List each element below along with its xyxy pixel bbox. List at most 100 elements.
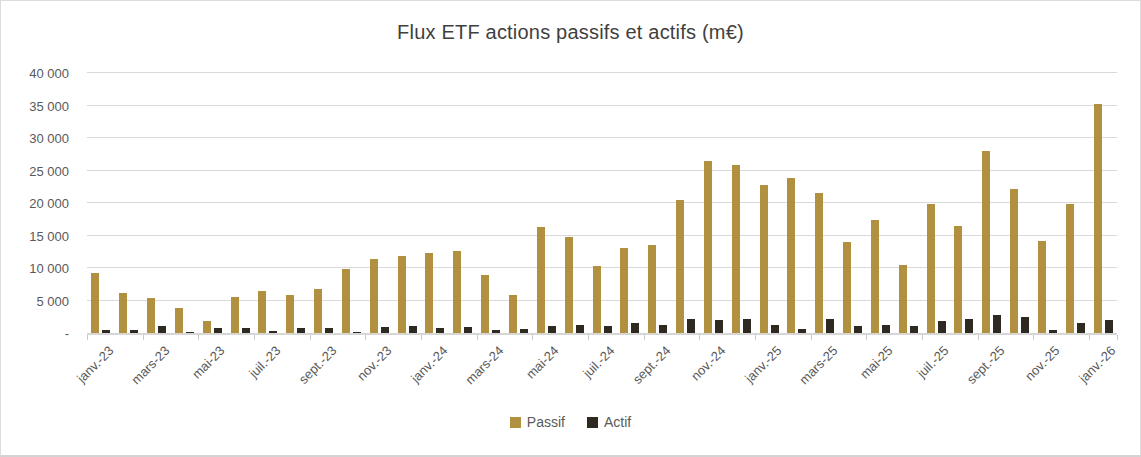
chart-legend: Passif Actif (1, 414, 1140, 430)
bar-passif (258, 291, 266, 333)
bar-passif (314, 289, 322, 333)
bar-passif (704, 161, 712, 333)
x-axis-tick (87, 335, 88, 340)
bar-passif (732, 165, 740, 333)
bar-passif (147, 298, 155, 333)
x-axis-tick (811, 335, 812, 340)
bar-group (843, 242, 862, 333)
x-axis-tick (755, 335, 756, 340)
bar-group (787, 178, 806, 333)
bar-group (704, 161, 723, 333)
x-axis-tick (699, 335, 700, 340)
y-gridline (87, 170, 1117, 171)
y-axis-tick-label: 30 000 (1, 131, 69, 146)
bar-actif (993, 315, 1001, 333)
bar-passif (425, 253, 433, 333)
bar-actif (715, 320, 723, 333)
bar-passif (676, 200, 684, 333)
bar-actif (548, 326, 556, 333)
legend-label-actif: Actif (604, 414, 631, 430)
bar-passif (175, 308, 183, 333)
bar-passif (1094, 104, 1102, 333)
bar-passif (342, 269, 350, 333)
bar-passif (648, 245, 656, 333)
bar-group (648, 245, 667, 333)
bar-actif (854, 326, 862, 333)
bar-passif (203, 321, 211, 333)
bar-group (231, 297, 250, 333)
bar-group (620, 248, 639, 333)
bar-passif (370, 259, 378, 333)
legend-item-passif: Passif (510, 414, 565, 430)
y-axis-tick-label: - (1, 326, 69, 341)
bar-passif (481, 275, 489, 333)
bar-group (593, 266, 612, 333)
bar-actif (771, 325, 779, 333)
bar-group (203, 321, 222, 333)
y-axis-tick-label: 10 000 (1, 261, 69, 276)
bar-group (175, 308, 194, 333)
bar-actif (1077, 323, 1085, 333)
x-axis-tick (421, 335, 422, 340)
y-gridline (87, 137, 1117, 138)
bar-group (91, 273, 110, 333)
chart-canvas: Flux ETF actions passifs et actifs (m€) … (0, 0, 1141, 457)
y-axis-tick-label: 5 000 (1, 293, 69, 308)
bar-passif (899, 265, 907, 333)
legend-swatch-passif-icon (510, 417, 521, 428)
bar-passif (119, 293, 127, 333)
bar-passif (537, 227, 545, 333)
legend-swatch-actif-icon (587, 417, 598, 428)
bar-passif (927, 204, 935, 333)
bar-group (258, 291, 277, 333)
bar-group (1094, 104, 1113, 333)
y-axis-tick-label: 35 000 (1, 98, 69, 113)
bar-passif (509, 295, 517, 333)
x-axis-tick (1033, 335, 1034, 340)
bar-actif (1021, 317, 1029, 333)
bar-group (1038, 241, 1057, 333)
plot-area (87, 73, 1117, 333)
x-axis-tick (143, 335, 144, 340)
bar-actif (910, 326, 918, 333)
y-axis-tick-label: 25 000 (1, 163, 69, 178)
bar-group (871, 220, 890, 333)
bar-group (453, 251, 472, 333)
x-axis-tick (588, 335, 589, 340)
bar-group (565, 237, 584, 333)
bar-group (815, 193, 834, 333)
bar-group (732, 165, 751, 333)
bar-group (398, 256, 417, 333)
bar-actif (1105, 320, 1113, 333)
bar-actif (687, 319, 695, 333)
chart-title: Flux ETF actions passifs et actifs (m€) (1, 21, 1140, 44)
x-axis-tick (1117, 335, 1118, 340)
x-axis-tick (198, 335, 199, 340)
x-axis-tick (922, 335, 923, 340)
bar-passif (871, 220, 879, 333)
bar-actif (938, 321, 946, 333)
legend-label-passif: Passif (527, 414, 565, 430)
bar-group (370, 259, 389, 333)
bar-passif (593, 266, 601, 333)
bar-actif (158, 326, 166, 333)
bar-passif (91, 273, 99, 333)
bar-passif (620, 248, 628, 333)
legend-item-actif: Actif (587, 414, 631, 430)
x-axis-tick (310, 335, 311, 340)
bar-passif (1066, 204, 1074, 333)
bar-passif (954, 226, 962, 333)
bar-passif (982, 151, 990, 333)
bar-passif (453, 251, 461, 333)
x-axis-tick (978, 335, 979, 340)
bar-passif (787, 178, 795, 333)
x-axis-tick (1089, 335, 1090, 340)
x-axis-tick (477, 335, 478, 340)
bar-passif (760, 185, 768, 333)
bar-passif (398, 256, 406, 333)
bar-passif (1038, 241, 1046, 333)
y-gridline (87, 202, 1117, 203)
bar-group (286, 295, 305, 333)
bar-group (119, 293, 138, 333)
bar-passif (843, 242, 851, 333)
